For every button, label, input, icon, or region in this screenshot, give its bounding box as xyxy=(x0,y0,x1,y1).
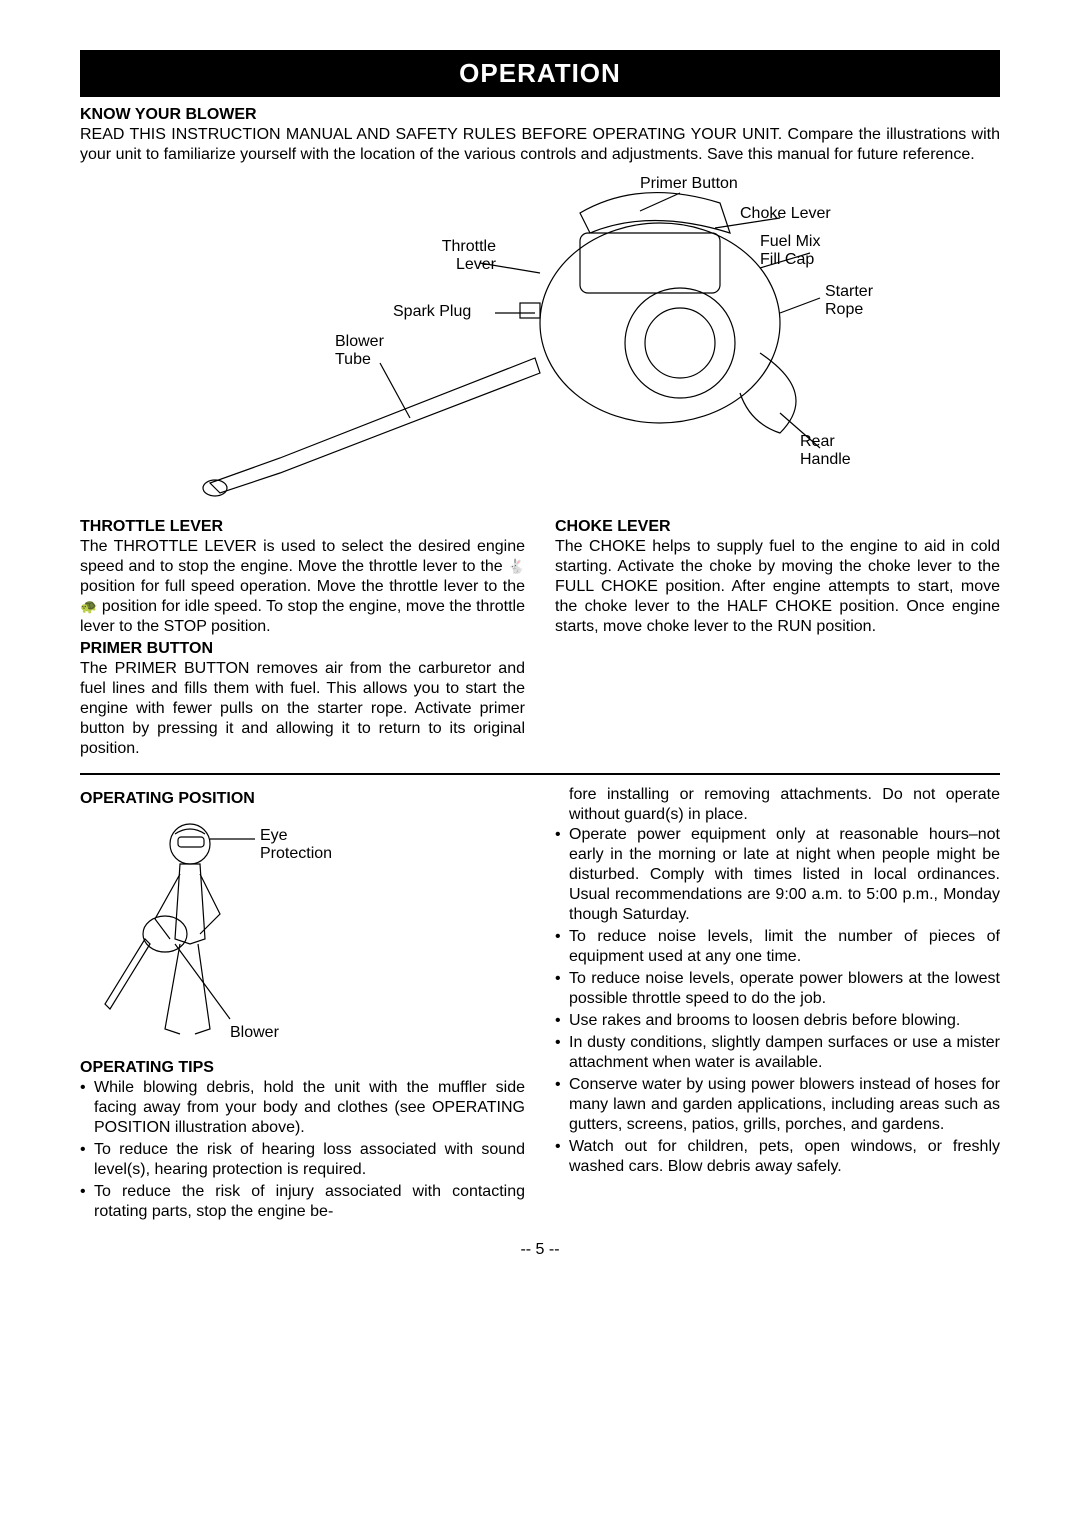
eye-l2: Protection xyxy=(260,845,332,862)
intro-line1: READ THIS INSTRUCTION MANUAL AND SAFETY … xyxy=(80,126,782,143)
spark-plug-label: Spark Plug xyxy=(393,303,471,321)
starter-l1: Starter xyxy=(825,283,873,300)
rabbit-icon: 🐇 xyxy=(508,558,525,574)
throttle-lever-l1: Throttle xyxy=(442,238,496,255)
page-number: -- 5 -- xyxy=(80,1240,1000,1260)
throttle-p1a: The THROTTLE LEVER is used to select the… xyxy=(80,538,525,575)
operating-row: OPERATING POSITION xyxy=(80,785,1000,1224)
fuel-mix-l2: Fill Cap xyxy=(760,251,814,268)
blower-illustration-svg xyxy=(80,173,1000,503)
manual-page: OPERATION KNOW YOUR BLOWER READ THIS INS… xyxy=(0,0,1080,1280)
operating-position-diagram: Eye Protection Blower xyxy=(80,809,525,1054)
intro-text: READ THIS INSTRUCTION MANUAL AND SAFETY … xyxy=(80,125,1000,165)
choke-lever-heading: CHOKE LEVER xyxy=(555,517,1000,537)
section-divider xyxy=(80,773,1000,775)
choke-lever-text: The CHOKE helps to supply fuel to the en… xyxy=(555,537,1000,637)
throttle-lever-heading: THROTTLE LEVER xyxy=(80,517,525,537)
tip-right-0: Operate power equipment only at reasonab… xyxy=(555,825,1000,925)
operator-illustration-svg xyxy=(80,809,380,1054)
operating-tips-right-list: Operate power equipment only at reasonab… xyxy=(555,825,1000,1177)
throttle-lever-l2: Lever xyxy=(456,256,496,273)
blower-tube-l1: Blower xyxy=(335,333,384,350)
tip-right-4: In dusty conditions, slightly dampen sur… xyxy=(555,1033,1000,1073)
tip-left-2: To reduce the risk of injury associated … xyxy=(80,1182,525,1222)
tip-right-6: Watch out for children, pets, open windo… xyxy=(555,1137,1000,1177)
operating-tips-heading: OPERATING TIPS xyxy=(80,1058,525,1078)
content-area: KNOW YOUR BLOWER READ THIS INSTRUCTION M… xyxy=(80,105,1000,1260)
starter-l2: Rope xyxy=(825,301,863,318)
lever-section-row: THROTTLE LEVER The THROTTLE LEVER is use… xyxy=(80,513,1000,759)
blower-tube-l2: Tube xyxy=(335,351,371,368)
rear-handle-l2: Handle xyxy=(800,451,851,468)
tip-right-2: To reduce noise levels, operate power bl… xyxy=(555,969,1000,1009)
operating-tips-left-list: While blowing debris, hold the unit with… xyxy=(80,1078,525,1222)
primer-button-text: The PRIMER BUTTON removes air from the c… xyxy=(80,659,525,759)
tip-left-0: While blowing debris, hold the unit with… xyxy=(80,1078,525,1138)
throttle-p1b: position for full speed operation. Move … xyxy=(80,578,525,595)
turtle-icon: 🐢 xyxy=(80,598,97,614)
eye-l1: Eye xyxy=(260,827,288,844)
right-column-choke: CHOKE LEVER The CHOKE helps to supply fu… xyxy=(555,513,1000,759)
fuel-mix-l1: Fuel Mix xyxy=(760,233,820,250)
tip-left-1: To reduce the risk of hearing loss assoc… xyxy=(80,1140,525,1180)
know-your-blower-heading: KNOW YOUR BLOWER xyxy=(80,105,1000,125)
operating-left-col: OPERATING POSITION xyxy=(80,785,525,1224)
throttle-lever-label: Throttle Lever xyxy=(396,238,496,273)
throttle-lever-text: The THROTTLE LEVER is used to select the… xyxy=(80,537,525,637)
primer-button-label: Primer Button xyxy=(640,175,738,193)
tip-right-3: Use rakes and brooms to loosen debris be… xyxy=(555,1011,1000,1031)
operating-position-heading: OPERATING POSITION xyxy=(80,789,525,809)
title-bar: OPERATION xyxy=(80,50,1000,97)
choke-lever-label: Choke Lever xyxy=(740,205,831,223)
eye-protection-label: Eye Protection xyxy=(260,827,332,862)
blower-tube-label: Blower Tube xyxy=(335,333,384,368)
left-column-levers: THROTTLE LEVER The THROTTLE LEVER is use… xyxy=(80,513,525,759)
starter-rope-label: Starter Rope xyxy=(825,283,873,318)
rear-handle-l1: Rear xyxy=(800,433,835,450)
primer-button-heading: PRIMER BUTTON xyxy=(80,639,525,659)
throttle-p1c: position for idle speed. To stop the eng… xyxy=(80,598,525,635)
fuel-mix-label: Fuel Mix Fill Cap xyxy=(760,233,820,268)
blower-label: Blower xyxy=(230,1024,279,1042)
tip-right-1: To reduce noise levels, limit the number… xyxy=(555,927,1000,967)
blower-diagram: Primer Button Choke Lever Throttle Lever… xyxy=(80,173,1000,503)
rear-handle-label: Rear Handle xyxy=(800,433,851,468)
tip-right-5: Conserve water by using power blowers in… xyxy=(555,1075,1000,1135)
tip-right-lead: fore installing or removing attachments.… xyxy=(555,785,1000,825)
operating-right-col: fore installing or removing attachments.… xyxy=(555,785,1000,1224)
